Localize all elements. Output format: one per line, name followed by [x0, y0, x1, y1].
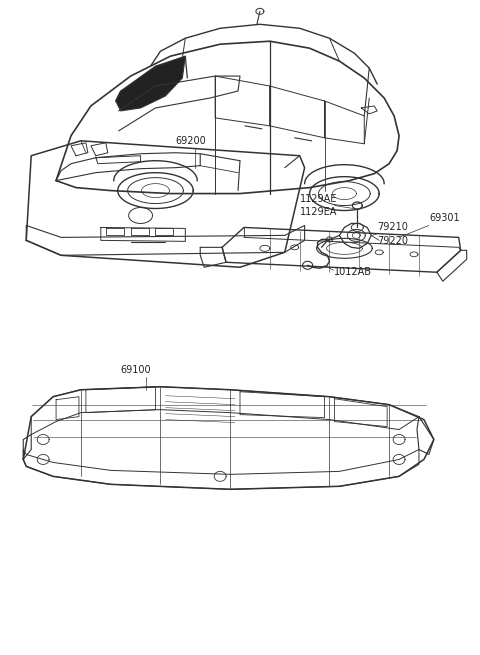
- Text: 69100: 69100: [120, 365, 151, 375]
- Text: 1012AB: 1012AB: [335, 267, 372, 277]
- Text: 79210: 79210: [377, 223, 408, 233]
- Text: 69301: 69301: [429, 214, 459, 223]
- Text: 69200: 69200: [175, 136, 206, 146]
- Polygon shape: [116, 56, 185, 111]
- Text: 1129AE: 1129AE: [300, 193, 337, 204]
- Text: 1129EA: 1129EA: [300, 208, 337, 217]
- Text: 79220: 79220: [377, 236, 408, 246]
